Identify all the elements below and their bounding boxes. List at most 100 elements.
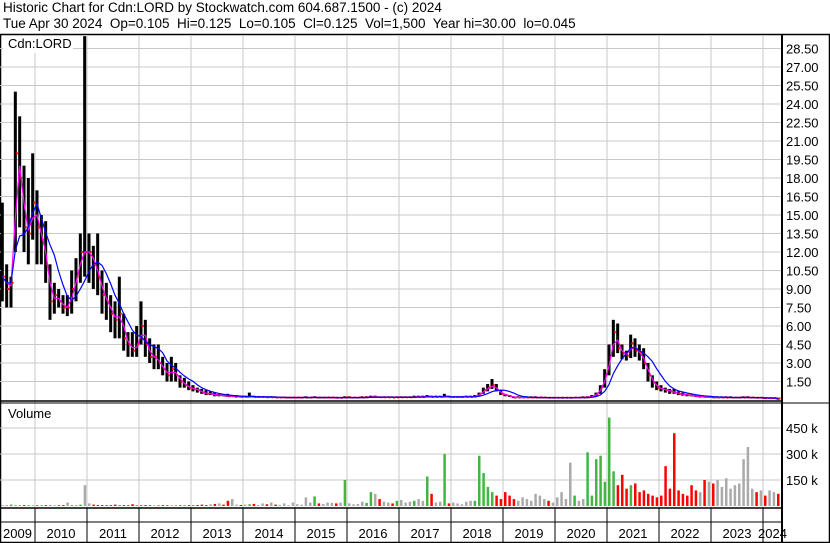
price-bar xyxy=(776,398,780,400)
volume-bar xyxy=(733,485,737,506)
price-tick-label: 25.50 xyxy=(786,79,819,94)
price-bar xyxy=(611,319,615,357)
volume-bar xyxy=(629,485,633,506)
volume-bar xyxy=(83,485,87,506)
volume-bar xyxy=(235,504,238,506)
volume-bar xyxy=(434,502,438,506)
price-bar xyxy=(65,295,69,317)
volume-bar xyxy=(729,488,732,506)
price-bar xyxy=(650,375,654,388)
price-bar xyxy=(35,190,39,265)
volume-bar xyxy=(365,502,368,506)
volume-bar xyxy=(504,492,507,506)
year-label: 2014 xyxy=(255,526,284,541)
price-bar xyxy=(39,215,43,265)
volume-bar xyxy=(174,505,178,506)
volume-bar xyxy=(44,505,48,506)
price-tick-label: 15.00 xyxy=(786,208,819,223)
volume-bar xyxy=(374,493,377,506)
quote-summary: Tue Apr 30 2024 Op=0.105 Hi=0.125 Lo=0.1… xyxy=(3,16,576,31)
volume-bar xyxy=(595,459,598,506)
close-mark xyxy=(613,331,616,334)
volume-bar xyxy=(53,505,56,506)
volume-bar xyxy=(257,504,260,506)
volume-bars xyxy=(1,417,780,506)
volume-bar xyxy=(460,504,464,506)
close-mark xyxy=(622,352,625,355)
price-tick-label: 1.50 xyxy=(786,375,811,390)
volume-bar xyxy=(326,502,329,506)
volume-bar xyxy=(530,500,533,506)
price-bar xyxy=(603,369,607,388)
volume-bar xyxy=(356,503,360,506)
close-mark xyxy=(154,355,157,358)
price-tick-label: 13.50 xyxy=(786,227,819,242)
chart-title: Historic Chart for Cdn:LORD by Stockwatc… xyxy=(3,0,442,15)
volume-bar xyxy=(170,505,173,506)
close-mark xyxy=(89,251,92,253)
year-label: 2018 xyxy=(463,526,492,541)
volume-bar xyxy=(599,455,602,506)
volume-bar xyxy=(218,503,221,506)
close-mark xyxy=(483,389,486,392)
volume-bar xyxy=(62,505,65,506)
volume-bar xyxy=(92,504,95,506)
volume-bar xyxy=(751,488,754,506)
volume-bar xyxy=(447,503,451,506)
volume-bar xyxy=(317,503,321,506)
volume-bar xyxy=(75,505,78,506)
symbol-label: Cdn:LORD xyxy=(8,36,72,51)
close-mark xyxy=(33,201,36,204)
price-bar xyxy=(503,393,507,397)
grid xyxy=(0,35,782,508)
volume-bar xyxy=(127,505,130,506)
volume-bar xyxy=(720,486,724,506)
year-label: 2013 xyxy=(203,526,232,541)
close-mark xyxy=(141,325,144,327)
volume-bar xyxy=(391,503,394,506)
volume-bar xyxy=(642,490,646,506)
year-label: 2011 xyxy=(99,526,127,541)
volume-bar xyxy=(508,495,511,506)
volume-bar xyxy=(417,499,420,506)
close-mark xyxy=(180,380,183,383)
volume-bar xyxy=(742,459,745,506)
price-bar xyxy=(31,153,35,240)
close-mark xyxy=(150,355,153,358)
volume-bar xyxy=(339,502,342,506)
volume-bar xyxy=(738,483,741,506)
price-tick-label: 12.00 xyxy=(786,245,819,260)
volume-bar xyxy=(521,497,524,506)
volume-bar xyxy=(517,500,520,506)
volume-bar xyxy=(699,492,702,506)
close-mark xyxy=(102,294,105,297)
close-mark xyxy=(11,281,14,284)
year-label: 2022 xyxy=(671,526,700,541)
volume-bar xyxy=(725,478,728,506)
volume-bar xyxy=(70,505,74,506)
close-mark xyxy=(657,386,660,389)
price-tick-label: 22.50 xyxy=(786,116,819,131)
price-bar xyxy=(5,264,9,308)
volume-bar xyxy=(205,505,208,506)
price-bar xyxy=(624,350,628,361)
close-mark xyxy=(652,381,655,384)
volume-bar xyxy=(31,505,35,506)
volume-bar xyxy=(361,501,364,506)
close-mark xyxy=(115,318,118,321)
volume-bar xyxy=(608,417,611,506)
price-bar xyxy=(143,319,147,357)
volume-bar xyxy=(231,499,234,506)
close-mark xyxy=(501,392,504,395)
price-bar xyxy=(109,295,113,333)
volume-bar xyxy=(265,504,269,506)
close-mark xyxy=(2,275,5,278)
volume-bar xyxy=(313,496,316,506)
volume-bar xyxy=(196,504,199,506)
close-mark xyxy=(50,300,53,303)
volume-bar xyxy=(577,500,581,506)
close-mark xyxy=(184,384,187,387)
volume-bar xyxy=(482,473,485,506)
price-bar xyxy=(113,301,117,339)
price-bar xyxy=(117,276,121,339)
